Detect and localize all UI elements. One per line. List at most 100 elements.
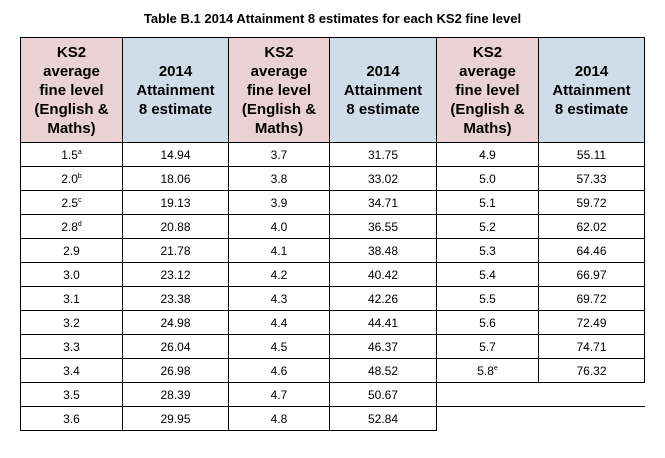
cell-value: 2.9 [63, 243, 80, 258]
cell-value: 3.7 [270, 147, 288, 162]
ks2-header-line: fine level [39, 81, 104, 99]
att-header-line: 8 estimate [346, 100, 420, 118]
table-row: 3.3 26.04 4.5 46.37 5.7 74.71 [20, 334, 645, 359]
cell-value: 5.1 [479, 195, 496, 210]
ks2-level-cell: 5.5 [436, 286, 539, 311]
ks2-level-cell: 2.9 [20, 238, 123, 263]
attainment-estimate-cell: 59.72 [538, 190, 645, 215]
ks2-level-cell: 5.3 [436, 238, 539, 263]
cell-value: 33.02 [367, 171, 399, 186]
footnote-marker: c [78, 196, 82, 204]
cell-value: 46.37 [367, 339, 399, 354]
cell-value: 26.98 [160, 363, 191, 378]
ks2-level-cell: 5.0 [436, 166, 539, 191]
cell-value: 5.0 [479, 171, 496, 186]
table-row: 2.9 21.78 4.1 38.48 5.3 64.46 [20, 238, 645, 263]
cell-value: 24.98 [160, 315, 191, 330]
attainment-estimate-cell: 62.02 [538, 214, 645, 239]
cell-value: 4.0 [270, 219, 288, 234]
cell-value: 52.84 [367, 411, 399, 426]
attainment-estimate-cell: 28.39 [122, 382, 229, 407]
attainment-estimate-cell: 40.42 [329, 262, 437, 287]
attainment-estimate-cell: 26.98 [122, 358, 229, 383]
attainment-estimate-cell: 33.02 [329, 166, 437, 191]
ks2-level-cell: 2.0b [20, 166, 123, 191]
ks2-header-line: (English & [450, 100, 525, 118]
ks2-level-cell: 3.3 [20, 334, 123, 359]
ks2-level-cell: 3.7 [228, 142, 330, 167]
ks2-level-cell: 4.9 [436, 142, 539, 167]
attainment-estimate-cell: 69.72 [538, 286, 645, 311]
cell-value: 5.7 [479, 339, 496, 354]
cell-value: 69.72 [576, 291, 607, 306]
empty-cell [436, 382, 645, 407]
ks2-level-cell: 4.3 [228, 286, 330, 311]
table-row: 3.4 26.98 4.6 48.52 5.8e 76.32 [20, 358, 645, 383]
ks2-level-cell: 3.0 [20, 262, 123, 287]
cell-value: 28.39 [160, 387, 191, 402]
cell-value: 23.12 [160, 267, 191, 282]
attainment-estimate-header: 2014 Attainment 8 estimate [122, 37, 229, 143]
cell-value: 66.97 [576, 267, 607, 282]
att-header-line: Attainment [343, 81, 423, 99]
ks2-level-cell: 5.4 [436, 262, 539, 287]
att-header-line: 2014 [574, 62, 609, 80]
cell-value: 31.75 [367, 147, 399, 162]
ks2-level-cell: 4.8 [228, 406, 330, 431]
cell-value: 3.5 [63, 387, 80, 402]
ks2-header-line: KS2 [264, 43, 294, 61]
ks2-level-cell: 3.1 [20, 286, 123, 311]
attainment-estimate-cell: 72.49 [538, 310, 645, 335]
cell-value: 4.7 [270, 387, 288, 402]
ks2-level-cell: 4.1 [228, 238, 330, 263]
cell-value: 74.71 [576, 339, 607, 354]
ks2-header-line: (English & [241, 100, 317, 118]
ks2-level-cell: 3.2 [20, 310, 123, 335]
ks2-level-cell: 4.2 [228, 262, 330, 287]
ks2-header-line: average [250, 62, 308, 80]
attainment-estimate-cell: 34.71 [329, 190, 437, 215]
header-row: KS2 average fine level (English & Maths)… [20, 37, 645, 143]
attainment-estimate-cell: 18.06 [122, 166, 229, 191]
attainment-estimate-cell: 48.52 [329, 358, 437, 383]
cell-value: 29.95 [160, 411, 191, 426]
ks2-level-cell: 3.4 [20, 358, 123, 383]
ks2-level-cell: 4.4 [228, 310, 330, 335]
ks2-level-cell: 3.5 [20, 382, 123, 407]
footnote-marker: b [77, 172, 82, 180]
attainment-estimate-cell: 14.94 [122, 142, 229, 167]
attainment-estimate-cell: 19.13 [122, 190, 229, 215]
att-header-line: 8 estimate [554, 100, 629, 118]
attainment-estimate-header: 2014 Attainment 8 estimate [538, 37, 645, 143]
cell-value: 57.33 [576, 171, 607, 186]
cell-value: 4.3 [270, 291, 288, 306]
cell-value: 76.32 [576, 363, 607, 378]
att-header-line: 2014 [158, 62, 193, 80]
cell-value: 40.42 [367, 267, 399, 282]
attainment-estimate-cell: 76.32 [538, 358, 645, 383]
ks2-header-line: KS2 [472, 43, 503, 61]
cell-value: 3.2 [63, 315, 80, 330]
attainment-estimate-cell: 50.67 [329, 382, 437, 407]
cell-value: 4.5 [270, 339, 288, 354]
cell-value: 4.8 [270, 411, 288, 426]
cell-value: 26.04 [160, 339, 191, 354]
cell-value: 44.41 [367, 315, 399, 330]
table-row: 1.5a 14.94 3.7 31.75 4.9 55.11 [20, 142, 645, 167]
attainment-estimate-cell: 29.95 [122, 406, 229, 431]
cell-value: 4.2 [270, 267, 288, 282]
cell-value: 2.0 [61, 171, 78, 186]
cell-value: 5.3 [479, 243, 496, 258]
cell-value: 21.78 [160, 243, 191, 258]
table-caption: Table B.1 2014 Attainment 8 estimates fo… [143, 11, 522, 26]
cell-value: 14.94 [160, 147, 191, 162]
table-row: 3.6 29.95 4.8 52.84 [20, 406, 645, 431]
attainment-estimate-cell: 42.26 [329, 286, 437, 311]
ks2-level-cell: 3.9 [228, 190, 330, 215]
ks2-header-line: Maths) [463, 119, 512, 137]
attainment-estimate-cell: 31.75 [329, 142, 437, 167]
cell-value: 3.8 [270, 171, 288, 186]
attainment-estimate-cell: 46.37 [329, 334, 437, 359]
attainment-estimate-cell: 20.88 [122, 214, 229, 239]
ks2-level-header: KS2 average fine level (English & Maths) [436, 37, 539, 143]
